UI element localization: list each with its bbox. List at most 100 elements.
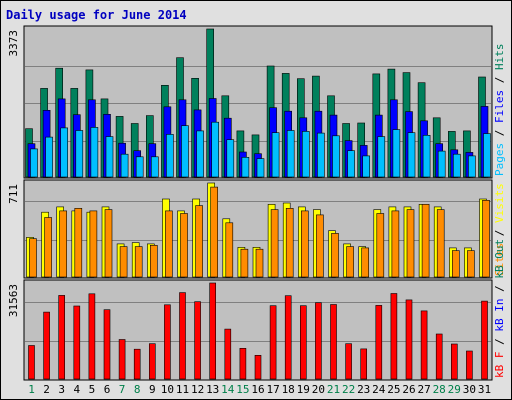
bar bbox=[225, 222, 234, 278]
x-tick-label: 27 bbox=[417, 383, 430, 396]
x-tick-label: 13 bbox=[206, 383, 219, 396]
bar bbox=[482, 200, 490, 278]
bar bbox=[391, 210, 400, 278]
y-max-label-hits-files-pages: 3373 bbox=[7, 30, 20, 57]
x-tick-label: 14 bbox=[221, 383, 235, 396]
bar bbox=[119, 246, 128, 278]
legend-part: / bbox=[493, 279, 506, 299]
bar bbox=[179, 292, 186, 380]
x-tick-label: 23 bbox=[357, 383, 370, 396]
bar bbox=[483, 133, 491, 178]
bar bbox=[150, 245, 158, 278]
bar bbox=[481, 300, 488, 380]
bar bbox=[392, 129, 401, 178]
bar bbox=[255, 248, 264, 278]
bar bbox=[347, 150, 355, 178]
bar bbox=[452, 153, 461, 178]
bar bbox=[239, 347, 247, 380]
x-tick-label: 5 bbox=[89, 383, 96, 396]
bar bbox=[467, 250, 475, 278]
bar bbox=[59, 210, 68, 278]
bar bbox=[317, 132, 325, 178]
bar bbox=[376, 213, 385, 278]
bar bbox=[224, 328, 232, 380]
bar bbox=[88, 293, 96, 380]
x-tick-label: 30 bbox=[463, 383, 476, 396]
bar bbox=[73, 305, 81, 380]
bar bbox=[164, 304, 171, 380]
bar bbox=[180, 213, 188, 278]
legend-part: / bbox=[493, 332, 506, 352]
x-tick-label: 7 bbox=[119, 383, 126, 396]
legend-part: Files bbox=[493, 90, 506, 123]
legend-hits-files-pages: Pages / Files / Hits bbox=[493, 44, 506, 177]
x-tick-label: 1 bbox=[28, 383, 35, 396]
x-tick-label: 29 bbox=[448, 383, 461, 396]
bar bbox=[468, 155, 476, 178]
x-tick-label: 2 bbox=[43, 383, 50, 396]
bar bbox=[466, 350, 473, 380]
bar bbox=[104, 209, 113, 278]
bar bbox=[105, 136, 114, 178]
bar bbox=[196, 130, 204, 178]
legend-kbytes: kB F / kB In / kB Out bbox=[493, 239, 506, 378]
x-tick-label: 15 bbox=[236, 383, 249, 396]
bar bbox=[451, 250, 460, 278]
panel-hits-files-pages: 3373 Pages / Files / Hits bbox=[7, 25, 506, 179]
legend-part: Sites bbox=[493, 243, 506, 276]
bar bbox=[194, 301, 201, 380]
x-tick-label: 4 bbox=[73, 383, 80, 396]
legend-part: Pages bbox=[493, 143, 506, 176]
x-tick-label: 20 bbox=[312, 383, 325, 396]
bar bbox=[240, 248, 249, 278]
bar bbox=[299, 305, 307, 380]
bar bbox=[406, 209, 415, 278]
bar bbox=[422, 135, 431, 178]
bar bbox=[286, 130, 295, 178]
bar bbox=[300, 210, 309, 278]
x-tick-label: 11 bbox=[176, 383, 189, 396]
bar bbox=[269, 305, 277, 380]
x-tick-label: 12 bbox=[191, 383, 204, 396]
bar bbox=[256, 158, 265, 178]
bar bbox=[103, 309, 111, 380]
chart-title: Daily usage for June 2014 bbox=[6, 8, 187, 22]
bar bbox=[315, 302, 322, 380]
bar bbox=[58, 295, 66, 380]
bar bbox=[151, 156, 159, 178]
bar bbox=[44, 217, 52, 278]
bar bbox=[421, 204, 430, 278]
bar bbox=[30, 148, 38, 178]
series-sites bbox=[29, 186, 490, 278]
bar bbox=[377, 136, 386, 178]
bar bbox=[90, 127, 99, 178]
bar bbox=[209, 282, 216, 380]
bar bbox=[435, 333, 443, 380]
x-tick-label: 3 bbox=[58, 383, 65, 396]
x-tick-label: 24 bbox=[372, 383, 386, 396]
x-tick-labels: 1 2 3 4 5 6 7 8 9 10 11 12 13 14 15 16 17 18 19 20 21 22 23 24 2… bbox=[28, 383, 491, 396]
legend-part: Visits bbox=[493, 183, 506, 223]
bar bbox=[181, 125, 189, 178]
chart-panels: 3373 Pages / Files / Hits 711 Sites / Visit… bbox=[7, 25, 506, 381]
legend-part: kB Out bbox=[493, 239, 506, 279]
bar bbox=[332, 135, 340, 178]
x-tick-label: 26 bbox=[402, 383, 415, 396]
bar bbox=[75, 130, 84, 178]
panel-visits-sites: 711 Sites / Visits bbox=[7, 179, 506, 279]
bar bbox=[301, 131, 310, 178]
x-tick-label: 22 bbox=[342, 383, 355, 396]
bar bbox=[361, 247, 370, 278]
bar bbox=[89, 210, 98, 278]
bar bbox=[210, 186, 218, 278]
series-pages bbox=[30, 121, 491, 178]
x-tick-label: 28 bbox=[433, 383, 446, 396]
x-tick-label: 9 bbox=[149, 383, 156, 396]
bar bbox=[226, 139, 235, 178]
bar bbox=[375, 305, 383, 380]
bar bbox=[74, 208, 83, 278]
bar bbox=[254, 354, 262, 380]
bar bbox=[134, 246, 143, 278]
bar bbox=[437, 150, 446, 178]
